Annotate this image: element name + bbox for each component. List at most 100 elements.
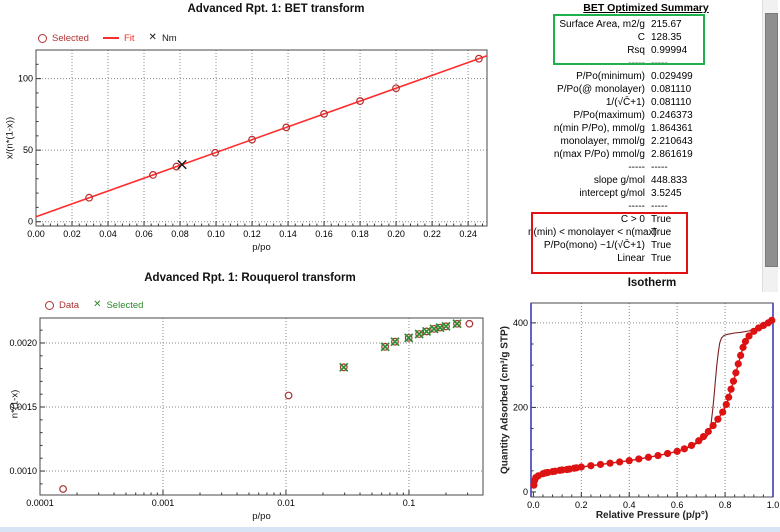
legend-item: Selected	[38, 33, 89, 44]
axis-ticks	[39, 329, 469, 495]
svg-text:0.20: 0.20	[387, 229, 405, 239]
svg-text:1.0: 1.0	[767, 500, 780, 510]
selected-points	[85, 54, 483, 202]
summary-row: C 128.35	[637, 32, 682, 43]
svg-text:0.10: 0.10	[207, 229, 225, 239]
svg-text:0.14: 0.14	[279, 229, 297, 239]
summary-title: BET Optimized Summary	[583, 2, 709, 14]
svg-text:0.8: 0.8	[719, 500, 732, 510]
summary-row: P/Po(mono) ~1/(√C̄+1) True	[543, 240, 672, 251]
svg-text:0.0: 0.0	[527, 500, 540, 510]
circle-marker-icon	[45, 300, 54, 310]
summary-row: Linear True	[617, 253, 672, 264]
bet-chart-title: Advanced Rpt. 1: BET transform	[187, 3, 365, 15]
circle-marker-icon	[38, 33, 47, 43]
adsorption-curve	[530, 316, 776, 489]
tick-labels: 0.00 0.02 0.04 0.06 0.08 0.10 0.12 0.14 0.16 0.18…	[18, 74, 477, 239]
svg-text:0.1: 0.1	[403, 498, 416, 508]
checks-highlight-box	[531, 212, 688, 274]
summary-row: Rsq 0.99994	[627, 45, 688, 56]
grid-lines	[531, 303, 773, 497]
svg-text:0.18: 0.18	[351, 229, 369, 239]
bet-summary-panel: BET Optimized Summary Surface Area, m2/g…	[528, 2, 768, 265]
legend-label: Data	[59, 299, 80, 311]
plot-frame	[530, 302, 774, 498]
x-marker-icon: ✕	[93, 299, 102, 310]
vertical-scrollbar[interactable]	[762, 0, 778, 292]
summary-row: n(min P/Po), mmol/g 1.864361	[553, 123, 693, 134]
fit-line	[35, 55, 488, 218]
isotherm-plot: 0.0 0.2 0.4 0.6 0.8 1.0 0 200 400	[513, 302, 779, 510]
svg-text:0.0010: 0.0010	[9, 466, 37, 476]
svg-text:0.6: 0.6	[671, 500, 684, 510]
svg-text:0.22: 0.22	[423, 229, 441, 239]
scrollbar-thumb[interactable]	[765, 13, 778, 267]
svg-text:0.02: 0.02	[63, 229, 81, 239]
optimized-highlight-box	[553, 14, 705, 65]
plot-frame	[39, 317, 484, 496]
summary-rows: Surface Area, m2/g 215.67 C 128.35 Rsq 0.9999…	[528, 18, 768, 265]
summary-row: P/Po(maximum) 0.246373	[573, 110, 693, 121]
legend-item: Data	[45, 300, 79, 311]
svg-text:0.2: 0.2	[575, 500, 588, 510]
summary-row: intercept g/mol 3.5245	[579, 188, 682, 199]
rouquerol-chart-legend: Data ✕ Selected	[45, 299, 143, 311]
svg-text:100: 100	[18, 74, 33, 84]
isotherm-x-axis-label: Relative Pressure (p/p°)	[595, 510, 709, 521]
summary-row: P/Po(@ monolayer) 0.081110	[557, 84, 692, 95]
selected-points	[339, 319, 462, 372]
legend-label: Nm	[161, 32, 177, 44]
summary-row: C > 0 True	[620, 214, 672, 225]
plot-frame	[35, 49, 488, 227]
summary-row: P/Po(minimum) 0.029499	[576, 71, 693, 82]
line-marker-icon	[102, 37, 119, 39]
rouquerol-x-axis-label: p/po	[252, 511, 271, 522]
grid-lines	[40, 318, 483, 495]
legend-label: Selected	[52, 32, 89, 44]
grid-lines	[36, 50, 487, 226]
isotherm-y-axis-label: Quantity Adsorbed (cm³/g STP)	[499, 326, 511, 474]
bet-chart-legend: Selected Fit ✕ Nm	[38, 32, 177, 44]
tick-labels: 0.0 0.2 0.4 0.6 0.8 1.0 0 200 400	[513, 318, 779, 510]
summary-row: slope g/mol 448.833	[593, 175, 688, 186]
summary-row: Surface Area, m2/g 215.67	[559, 19, 682, 30]
summary-row: n(max P/Po) mmol/g 2.861619	[553, 149, 693, 160]
svg-text:0.00: 0.00	[27, 229, 45, 239]
svg-text:200: 200	[513, 402, 528, 412]
bet-transform-plot: 0.00 0.02 0.04 0.06 0.08 0.10 0.12 0.14 0.16 0.18…	[18, 49, 488, 239]
svg-text:0.24: 0.24	[459, 229, 477, 239]
svg-text:0.16: 0.16	[315, 229, 333, 239]
svg-text:0.12: 0.12	[243, 229, 261, 239]
svg-text:400: 400	[513, 318, 528, 328]
legend-item: ✕ Nm	[149, 33, 177, 44]
axis-ticks	[531, 322, 774, 497]
bet-x-axis-label: p/po	[252, 242, 271, 253]
svg-text:0.0001: 0.0001	[26, 498, 54, 508]
legend-label: Selected	[106, 299, 144, 311]
summary-row: monolayer, mmol/g 2.210643	[560, 136, 693, 147]
isotherm-chart-title: Isotherm	[627, 277, 677, 289]
rouquerol-y-axis-label: n*(1-x)	[9, 389, 21, 419]
rouquerol-chart-title: Advanced Rpt. 1: Rouquerol transform	[144, 272, 356, 284]
svg-text:50: 50	[23, 145, 33, 155]
x-marker-icon: ✕	[148, 32, 157, 43]
bet-y-axis-label: x/(n*(1-x))	[4, 116, 16, 160]
summary-row: n(min) < monolayer < n(max) True	[528, 227, 672, 238]
svg-text:0.0020: 0.0020	[9, 338, 37, 348]
svg-text:0.001: 0.001	[152, 498, 175, 508]
nm-point	[177, 159, 187, 170]
svg-text:0.08: 0.08	[171, 229, 189, 239]
desorption-line	[677, 319, 774, 452]
legend-item: ✕ Selected	[93, 300, 143, 311]
summary-row: 1/(√C̄+1) 0.081110	[605, 97, 692, 108]
svg-text:0: 0	[523, 487, 528, 497]
window-bottom-border	[0, 527, 780, 532]
svg-text:0.4: 0.4	[623, 500, 636, 510]
svg-text:0.01: 0.01	[277, 498, 295, 508]
summary-row: ----- -----	[628, 201, 668, 212]
axis-ticks	[35, 49, 483, 226]
svg-text:0.06: 0.06	[135, 229, 153, 239]
